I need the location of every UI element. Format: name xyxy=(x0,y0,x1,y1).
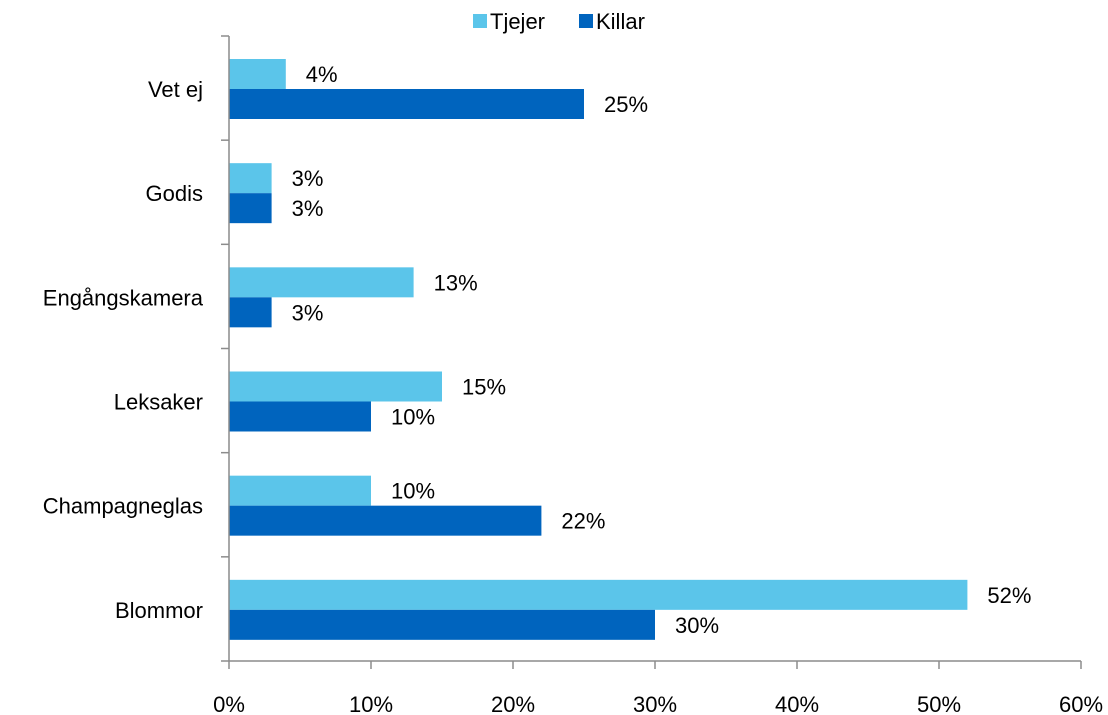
x-tick-labels: 0% 10% 20% 30% 40% 50% 60% xyxy=(213,692,1103,715)
bar-killar-blommor xyxy=(229,609,655,640)
x-tick-label: 50% xyxy=(917,692,961,715)
x-tick-label: 20% xyxy=(491,692,535,715)
data-label-killar-godis: 3% xyxy=(292,196,324,221)
bar-tjejer-vet-ej xyxy=(229,59,286,89)
bar-tjejer-godis xyxy=(229,163,272,194)
legend-swatch-tjejer xyxy=(473,14,487,28)
data-label-tjejer-vet-ej: 4% xyxy=(306,62,338,87)
bar-killar-champagneglas xyxy=(229,505,542,536)
bar-tjejer-engangskamera xyxy=(229,267,414,298)
bar-killar-vet-ej xyxy=(229,89,584,119)
category-label-godis: Godis xyxy=(146,181,203,206)
x-tick-label: 0% xyxy=(213,692,245,715)
category-label-champagneglas: Champagneglas xyxy=(43,494,203,519)
bars xyxy=(229,59,968,640)
legend-label-tjejer: Tjejer xyxy=(490,9,545,34)
x-tick-label: 30% xyxy=(633,692,677,715)
data-label-tjejer-leksaker: 15% xyxy=(462,375,506,400)
bar-killar-leksaker xyxy=(229,401,371,432)
bar-tjejer-blommor xyxy=(229,579,968,610)
category-labels: Vet ej Godis Engångskamera Leksaker Champagn… xyxy=(43,77,204,623)
data-label-tjejer-godis: 3% xyxy=(292,166,324,191)
data-label-killar-vet-ej: 25% xyxy=(604,92,648,117)
data-label-tjejer-champagneglas: 10% xyxy=(391,479,435,504)
data-label-killar-blommor: 30% xyxy=(675,613,719,638)
data-labels: 4% 25% 3% 3% 13% 3% 15% 10% 10% 22% 52% 30% xyxy=(292,62,1032,638)
data-label-tjejer-blommor: 52% xyxy=(987,583,1031,608)
category-label-blommor: Blommor xyxy=(115,598,203,623)
data-label-killar-engangskamera: 3% xyxy=(292,300,324,325)
axes xyxy=(221,35,1082,669)
bar-tjejer-leksaker xyxy=(229,371,442,402)
category-label-vet-ej: Vet ej xyxy=(148,77,203,102)
legend-label-killar: Killar xyxy=(596,9,645,34)
x-tick-label: 40% xyxy=(775,692,819,715)
legend-swatch-killar xyxy=(579,14,593,28)
x-tick-label: 10% xyxy=(349,692,393,715)
legend: Tjejer Killar xyxy=(473,9,645,34)
data-label-tjejer-engangskamera: 13% xyxy=(434,270,478,295)
bar-tjejer-champagneglas xyxy=(229,475,371,506)
data-label-killar-champagneglas: 22% xyxy=(561,509,605,534)
category-label-engangskamera: Engångskamera xyxy=(43,285,204,310)
category-label-leksaker: Leksaker xyxy=(114,390,203,415)
bar-killar-godis xyxy=(229,193,272,224)
x-tick-label: 60% xyxy=(1059,692,1103,715)
data-label-killar-leksaker: 10% xyxy=(391,405,435,430)
bar-killar-engangskamera xyxy=(229,297,272,328)
